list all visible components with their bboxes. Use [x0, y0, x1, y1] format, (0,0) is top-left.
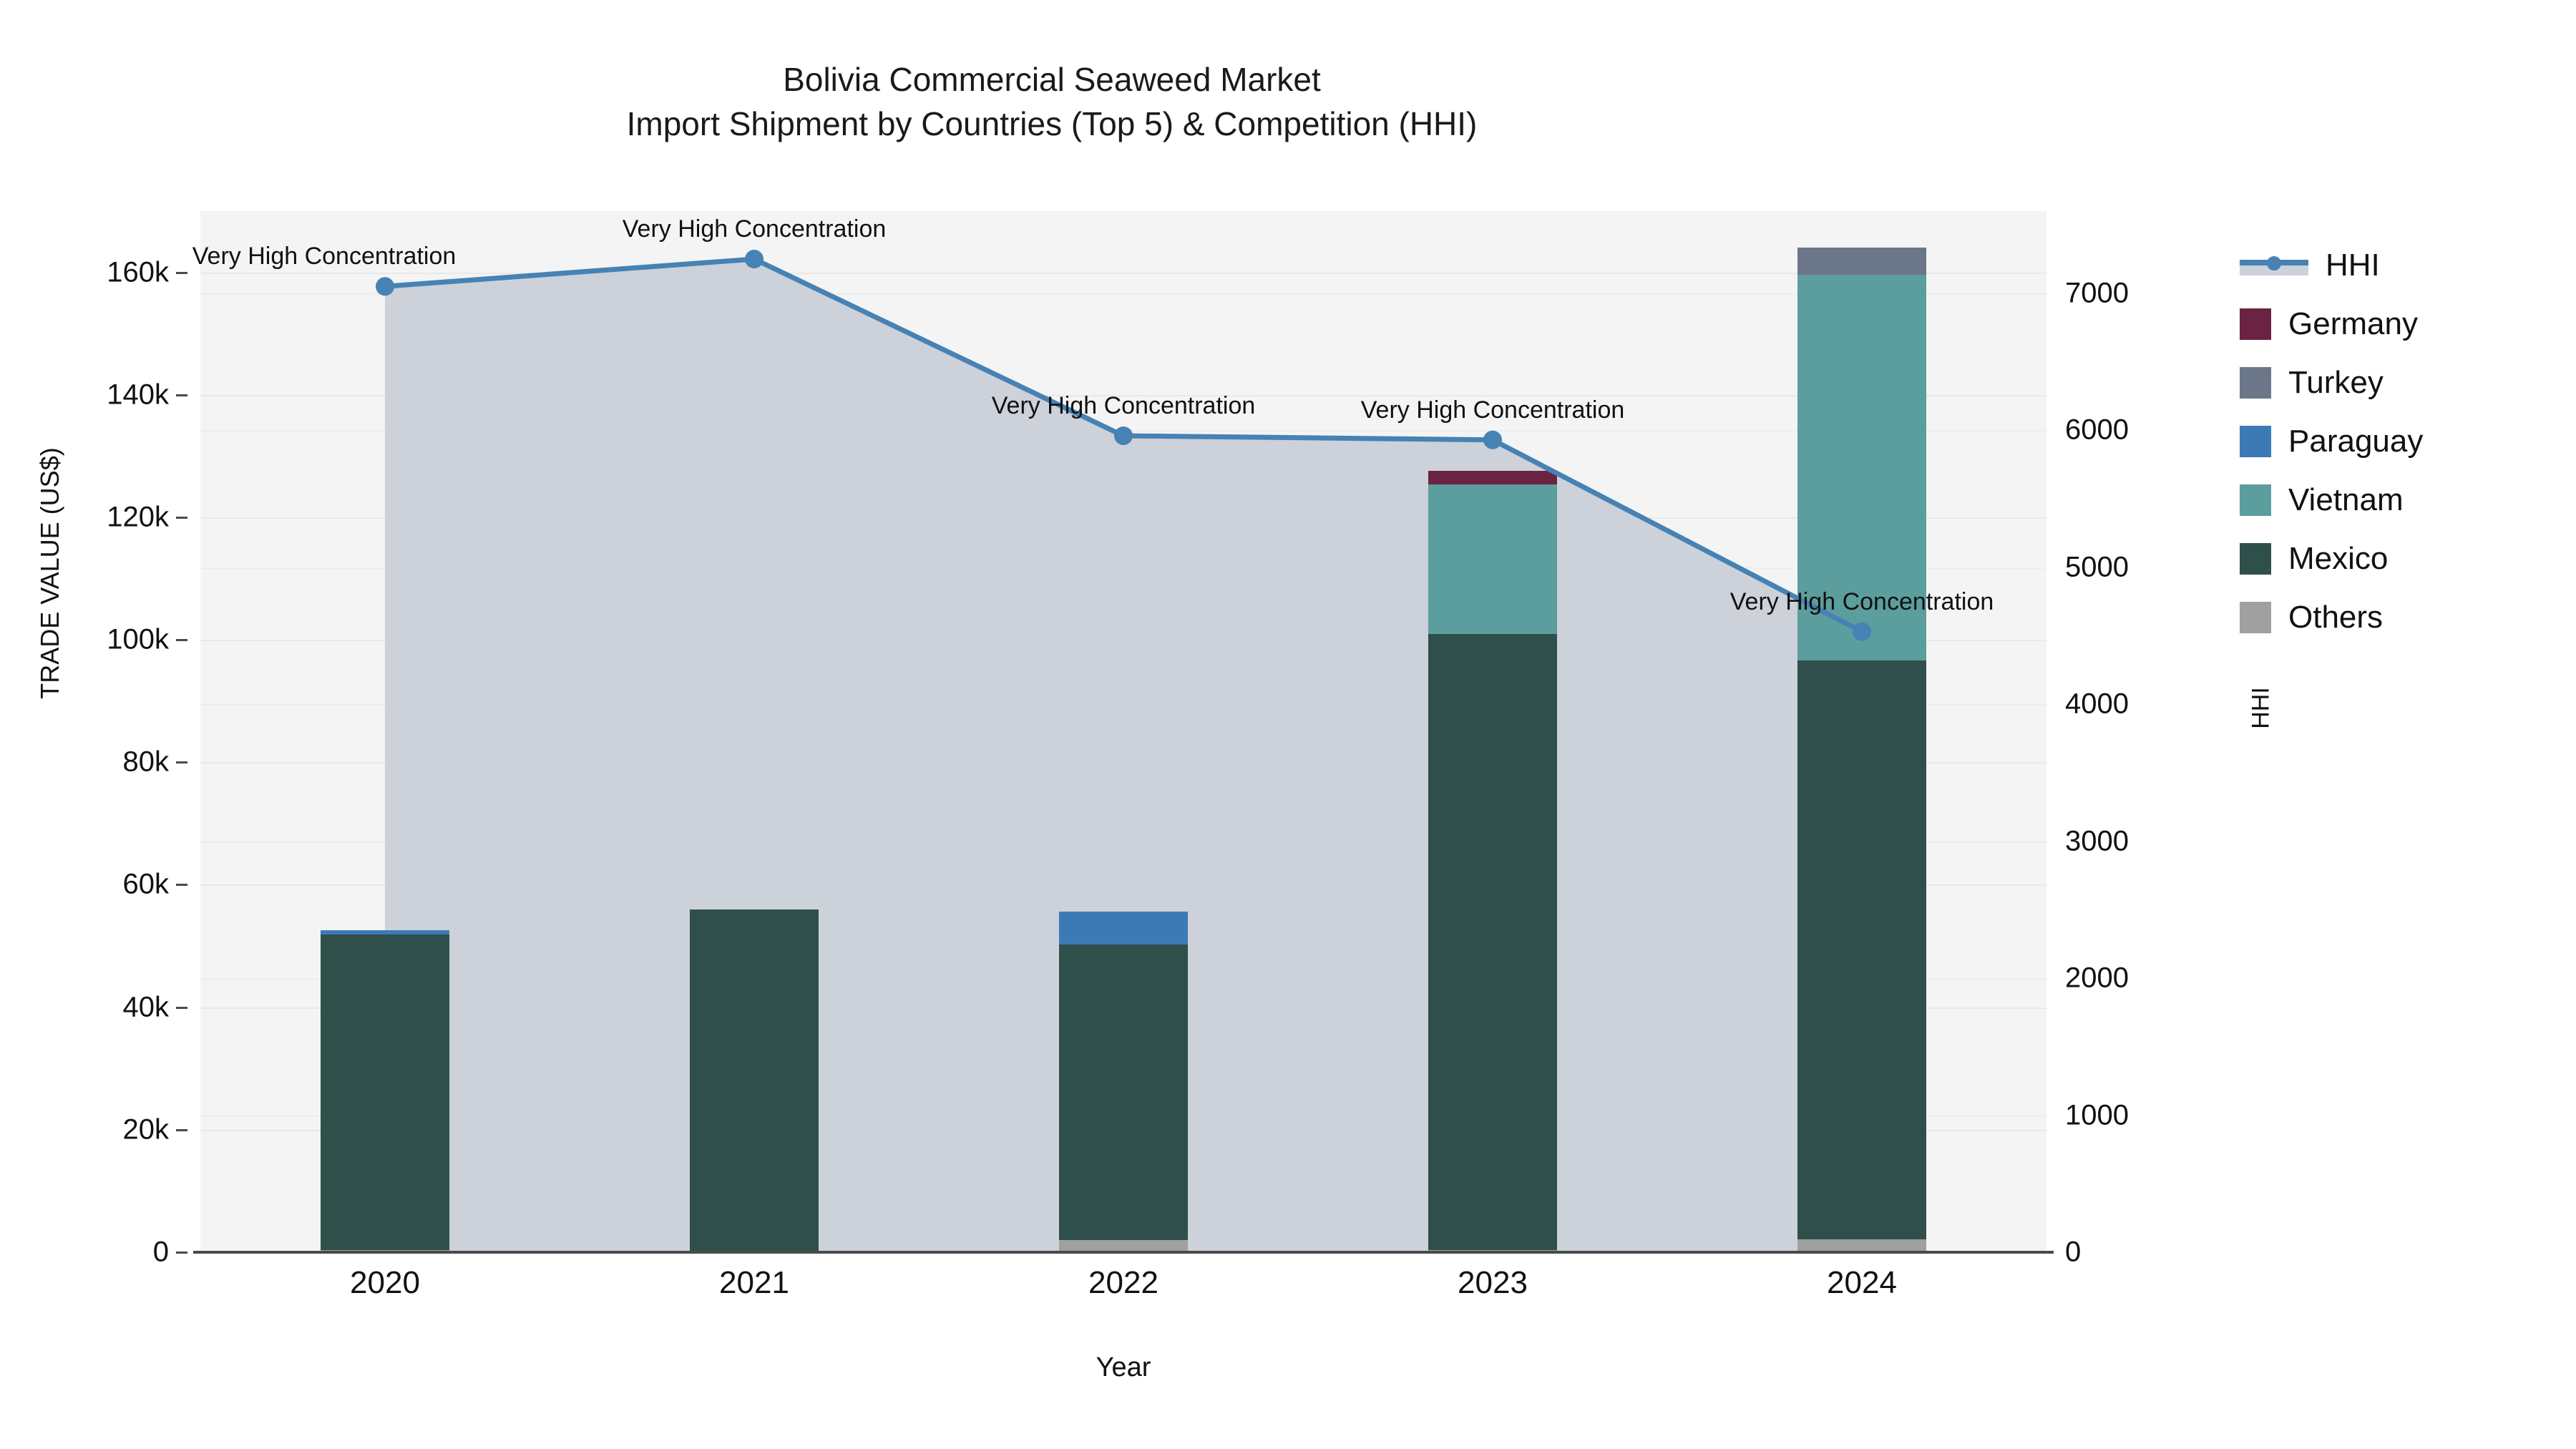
legend-swatch [2240, 484, 2271, 516]
bar-segment-paraguay[interactable] [320, 930, 450, 935]
legend-swatch [2240, 602, 2271, 633]
legend-item-mexico[interactable]: Mexico [2240, 530, 2569, 588]
y-axis-tick-label: 20k [122, 1113, 170, 1146]
legend-swatch [2240, 367, 2271, 399]
y-axis-tick-label: 40k [122, 991, 170, 1023]
legend-label: Vietnam [2288, 482, 2404, 517]
legend-swatch [2240, 543, 2271, 575]
y-axis-tick [176, 1128, 187, 1131]
y-axis-tick-label: 120k [107, 501, 169, 533]
y-axis-tick [176, 271, 187, 274]
x-axis-tick-label: 2021 [719, 1265, 789, 1300]
gridline-right [200, 293, 2046, 295]
y-axis-tick [176, 1006, 187, 1009]
annotation-label: Very High Concentration [1360, 396, 1625, 424]
annotation-label: Very High Concentration [991, 391, 1256, 419]
bar-segment-mexico[interactable] [1428, 634, 1558, 1250]
annotation-label: Very High Concentration [192, 243, 457, 270]
y-axis-tick-label: 60k [122, 868, 170, 900]
legend-label: HHI [2326, 248, 2380, 283]
bar-column[interactable] [1797, 211, 1927, 1252]
y-axis-tick [176, 884, 187, 887]
y-axis-tick [176, 761, 187, 764]
y-axis-tick-label: 80k [122, 746, 170, 778]
y-axis-tick-label: 100k [107, 623, 169, 655]
y-axis-tick [176, 394, 187, 396]
y-axis-tick-label: 140k [107, 379, 169, 411]
y-axis-tick [176, 516, 187, 519]
y-axis-tick [176, 639, 187, 642]
bar-segment-mexico[interactable] [1797, 660, 1927, 1240]
legend-swatch [2240, 308, 2271, 340]
x-axis-tick-label: 2024 [1827, 1265, 1897, 1300]
legend-item-turkey[interactable]: Turkey [2240, 353, 2569, 412]
legend-label: Turkey [2288, 365, 2384, 400]
y-axis-tick [176, 1252, 187, 1254]
x-axis-tick-label: 2023 [1458, 1265, 1528, 1300]
bar-segment-mexico[interactable] [1058, 945, 1189, 1240]
legend-line-marker [2240, 250, 2308, 281]
x-axis-title: Year [1096, 1352, 1151, 1382]
x-axis-tick-label: 2022 [1088, 1265, 1158, 1300]
y-axis-left: 0 20k 40k 60k 80k 100k 120k 140k 160k [0, 211, 187, 1268]
legend-item-vietnam[interactable]: Vietnam [2240, 471, 2569, 530]
legend-item-others[interactable]: Others [2240, 588, 2569, 647]
x-axis-tick-label: 2020 [350, 1265, 420, 1300]
legend-label: Germany [2288, 306, 2418, 341]
bar-column[interactable] [689, 211, 819, 1252]
y2-axis-title: HHI [2247, 687, 2275, 729]
y-axis-tick-label: 160k [107, 256, 169, 288]
y2-axis-tick-label: 5000 [2065, 551, 2129, 583]
y2-axis-tick-label: 2000 [2065, 962, 2129, 994]
y2-axis-tick-label: 3000 [2065, 825, 2129, 857]
legend: HHI Germany Turkey Paraguay Vietnam Mexico Oth… [2240, 236, 2569, 647]
legend-item-hhi[interactable]: HHI [2240, 236, 2569, 295]
y2-axis-tick-label: 1000 [2065, 1099, 2129, 1131]
chart-title: Bolivia Commercial Seaweed Market Import… [626, 61, 1478, 143]
legend-label: Others [2288, 600, 2384, 635]
legend-swatch [2240, 426, 2271, 457]
bar-segment-vietnam[interactable] [1428, 484, 1558, 635]
hhi-line [376, 250, 1871, 641]
bar-segment-mexico[interactable] [320, 934, 450, 1250]
y2-axis-tick-label: 0 [2065, 1236, 2082, 1268]
gridline [200, 272, 2046, 274]
bar-segment-paraguay[interactable] [1058, 912, 1189, 945]
bar-column[interactable] [320, 211, 450, 1252]
legend-item-germany[interactable]: Germany [2240, 295, 2569, 353]
y-axis-title: TRADE VALUE (US$) [35, 447, 64, 699]
bar-segment-others[interactable] [1058, 1239, 1189, 1252]
bar-column[interactable] [1428, 211, 1558, 1252]
y-axis-tick-label: 0 [152, 1236, 169, 1268]
x-axis-line [193, 1251, 2054, 1254]
y-axis-right: 0 1000 2000 3000 4000 5000 6000 7000 [2051, 211, 2237, 1267]
legend-label: Paraguay [2288, 424, 2424, 459]
y2-axis-tick-label: 6000 [2065, 414, 2129, 446]
annotation-label: Very High Concentration [622, 215, 887, 243]
plot-area [200, 211, 2046, 1254]
bar-segment-germany[interactable] [1428, 470, 1558, 484]
legend-label: Mexico [2288, 541, 2389, 576]
y2-axis-tick-label: 7000 [2065, 277, 2129, 309]
bar-column[interactable] [1058, 211, 1189, 1252]
bar-segment-turkey[interactable] [1797, 248, 1927, 275]
gridline [200, 394, 2046, 396]
annotation-label: Very High Concentration [1729, 587, 1994, 615]
y2-axis-tick-label: 4000 [2065, 688, 2129, 720]
bar-segment-mexico[interactable] [689, 909, 819, 1252]
legend-item-paraguay[interactable]: Paraguay [2240, 412, 2569, 471]
bar-segment-vietnam[interactable] [1797, 275, 1927, 661]
bar-segment-others[interactable] [1797, 1239, 1927, 1252]
